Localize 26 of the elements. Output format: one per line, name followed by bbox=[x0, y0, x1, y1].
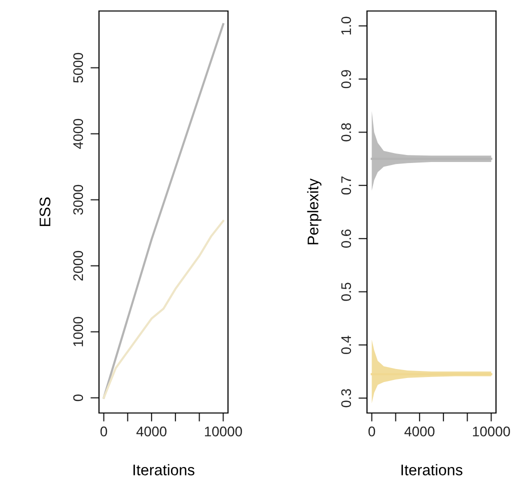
x-tick-label: 10000 bbox=[472, 426, 510, 436]
y-tick-label: 0.8 bbox=[341, 123, 352, 142]
y-axis-title: ESS bbox=[40, 197, 50, 226]
y-tick-label: 2000 bbox=[73, 250, 84, 281]
y-tick-label: 0.7 bbox=[341, 176, 352, 195]
y-tick-label: 4000 bbox=[73, 118, 84, 149]
y-tick-label: 0.9 bbox=[341, 70, 352, 88]
x-tick-label: 0 bbox=[368, 426, 376, 436]
y-tick-label: 3000 bbox=[73, 184, 84, 215]
x-tick-label: 4000 bbox=[136, 426, 166, 436]
y-tick-label: 0.6 bbox=[341, 230, 352, 248]
x-tick-label: 0 bbox=[100, 426, 108, 436]
y-axis-title: Perplexity bbox=[307, 178, 322, 244]
x-axis-title: Iterations bbox=[401, 464, 462, 476]
line-series bbox=[102, 23, 224, 399]
x-axis-title: Iterations bbox=[133, 464, 194, 476]
y-tick-label: 5000 bbox=[73, 52, 84, 83]
line-series bbox=[102, 220, 224, 399]
y-tick-label: 0.5 bbox=[341, 282, 352, 301]
y-tick-label: 0.4 bbox=[341, 336, 352, 354]
y-tick-label: 0 bbox=[73, 394, 84, 402]
x-tick-label: 4000 bbox=[404, 426, 434, 436]
y-tick-label: 1.0 bbox=[341, 16, 352, 34]
y-tick-label: 1000 bbox=[73, 316, 84, 346]
x-tick-label: 10000 bbox=[204, 426, 242, 436]
y-tick-label: 0.3 bbox=[341, 389, 352, 408]
